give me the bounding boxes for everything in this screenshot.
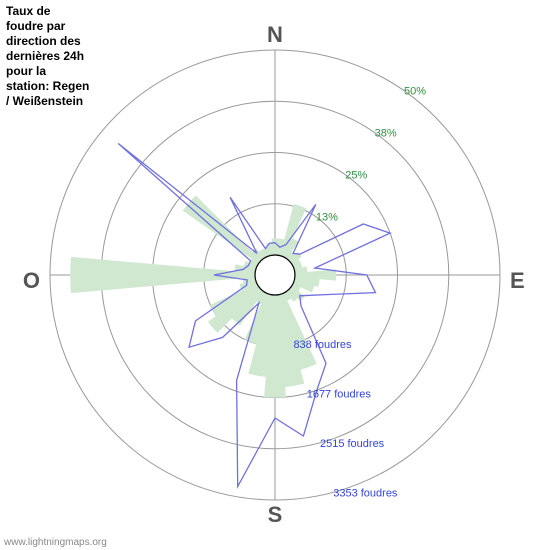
compass-w: O <box>23 268 40 293</box>
compass-e: E <box>510 268 525 293</box>
count-ring-label: 1677 foudres <box>307 388 372 400</box>
pct-ring-label: 50% <box>404 86 426 98</box>
compass-n: N <box>267 22 283 47</box>
count-ring-label: 3353 foudres <box>333 487 398 499</box>
pct-ring-label: 25% <box>345 170 367 182</box>
compass-s: S <box>268 502 283 527</box>
pct-ring-label: 13% <box>316 212 338 224</box>
rate-bar <box>183 196 261 264</box>
credit-text: www.lightningmaps.org <box>4 537 107 548</box>
rate-bar <box>70 257 255 293</box>
chart-title: Taux defoudre pardirection desdernières … <box>6 4 106 109</box>
pct-ring-label: 38% <box>375 128 397 140</box>
rate-bars <box>70 196 336 398</box>
count-ring-label: 2515 foudres <box>320 438 385 450</box>
count-ring-label: 838 foudres <box>293 339 352 351</box>
